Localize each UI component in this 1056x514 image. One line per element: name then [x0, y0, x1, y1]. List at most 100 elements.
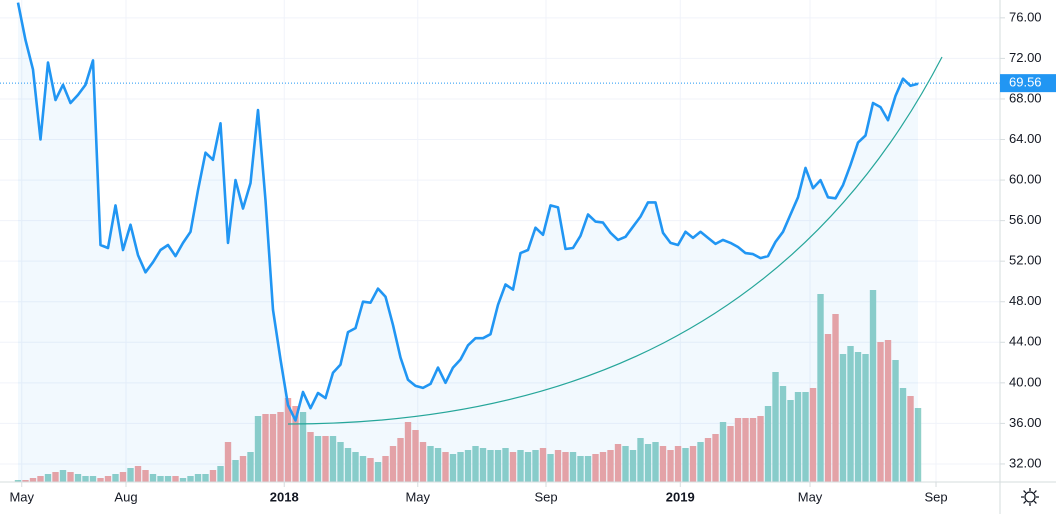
volume-bar [832, 314, 839, 482]
volume-bar [277, 412, 284, 482]
volume-bar [254, 416, 262, 482]
volume-bar [82, 476, 89, 482]
volume-bar [877, 342, 884, 482]
volume-bar [502, 448, 509, 482]
volume-bar [532, 450, 539, 482]
volume-bar [839, 354, 847, 482]
volume-bar [224, 442, 232, 482]
volume-bar [329, 436, 337, 482]
volume-bar [704, 438, 712, 482]
volume-bar [637, 438, 644, 482]
volume-bar [134, 466, 142, 482]
y-tick-label: 72.00 [1009, 50, 1042, 65]
volume-bar [847, 346, 854, 482]
volume-bar [419, 442, 427, 482]
volume-bar [622, 446, 629, 482]
volume-bar [314, 436, 322, 482]
volume-bar [119, 472, 127, 482]
volume-bar [157, 476, 164, 482]
volume-bar [22, 480, 29, 482]
volume-bar [862, 354, 869, 482]
volume-bar [179, 478, 187, 482]
volume-bar [44, 474, 52, 482]
volume-bar [472, 446, 479, 482]
y-tick-label: 68.00 [1009, 90, 1042, 105]
volume-bar [674, 446, 682, 482]
x-tick-label: May [9, 489, 34, 504]
volume-bar [172, 476, 179, 482]
settings-button[interactable] [1021, 488, 1039, 506]
last-price-box [1000, 74, 1056, 93]
volume-bar [554, 450, 562, 482]
volume-bar [509, 452, 517, 482]
volume-bar [352, 452, 359, 482]
volume-bar [869, 290, 877, 482]
trend-curve [287, 56, 943, 425]
y-tick-label: 32.00 [1009, 455, 1042, 470]
volume-bar [742, 418, 749, 482]
volume-bar [757, 416, 764, 482]
volume-bar [239, 456, 247, 482]
volume-bar [269, 414, 277, 482]
volume-bar [52, 472, 59, 482]
volume-bar [337, 442, 344, 482]
volume-bar [524, 452, 532, 482]
volume-bar [899, 388, 907, 482]
volume [14, 290, 922, 482]
volume-bar [727, 426, 734, 482]
volume-bar [487, 450, 494, 482]
volume-bar [764, 406, 772, 482]
volume-bar [367, 458, 374, 482]
last-price-label: 69.56 [1009, 75, 1042, 90]
volume-bar [749, 418, 757, 482]
volume-bar [517, 450, 524, 482]
volume-bar [344, 448, 352, 482]
volume-bar [397, 438, 404, 482]
volume-bar [59, 470, 67, 482]
volume-bar [104, 476, 112, 482]
volume-bar [494, 450, 502, 482]
volume-bar [787, 400, 794, 482]
y-tick-label: 56.00 [1009, 212, 1042, 227]
volume-bar [284, 398, 292, 482]
volume-bar [209, 470, 217, 482]
volume-bar [772, 372, 779, 482]
volume-bar [374, 462, 382, 482]
y-tick-label: 48.00 [1009, 293, 1042, 308]
volume-bar [194, 474, 202, 482]
volume-bar [97, 478, 104, 482]
volume-bar [202, 474, 209, 482]
volume-bar [142, 470, 149, 482]
gear-body [1024, 491, 1036, 503]
y-tick-label: 44.00 [1009, 334, 1042, 349]
volume-bar [794, 392, 802, 482]
volume-bar [67, 472, 74, 482]
volume-bar [719, 422, 727, 482]
volume-bar [569, 452, 577, 482]
volume-bar [149, 474, 157, 482]
volume-bar [689, 446, 697, 482]
price-area [18, 2, 919, 482]
volume-bar [247, 452, 254, 482]
volume-bar [434, 448, 442, 482]
price [0, 2, 1000, 482]
volume-bar [359, 456, 367, 482]
volume-bar [307, 432, 314, 482]
x-tick-label: Aug [114, 489, 137, 504]
volume-bar [89, 476, 97, 482]
volume-bar [614, 444, 622, 482]
grid [0, 0, 1000, 482]
volume-bar [547, 454, 554, 482]
x-tick-label: 2018 [270, 489, 299, 504]
volume-bar [112, 474, 119, 482]
volume-bar [479, 448, 487, 482]
volume-bar [607, 450, 614, 482]
volume-bar [187, 476, 194, 482]
volume-bar [584, 456, 592, 482]
volume-bar [382, 456, 389, 482]
volume-bar [449, 454, 457, 482]
y-tick-label: 76.00 [1009, 9, 1042, 24]
volume-bar [667, 450, 674, 482]
